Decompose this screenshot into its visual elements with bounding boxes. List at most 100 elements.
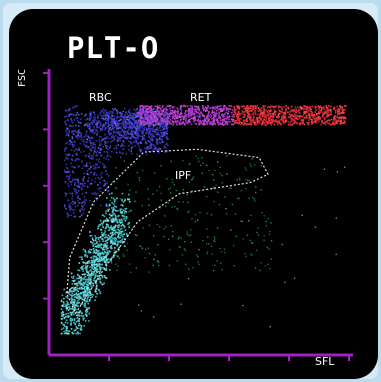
scatter-point — [106, 173, 108, 175]
scatter-point — [132, 134, 134, 136]
scatter-point — [95, 193, 97, 196]
scatter-point — [315, 119, 317, 121]
scatter-point — [330, 105, 332, 108]
scatter-point — [70, 181, 72, 183]
scatter-point — [152, 264, 154, 266]
scatter-point — [317, 112, 319, 115]
scatter-point — [77, 200, 79, 202]
scatter-point — [173, 184, 175, 186]
scatter-point — [206, 120, 208, 123]
scatter-point — [137, 115, 140, 118]
scatter-point — [77, 179, 79, 182]
scatter-point — [176, 107, 178, 109]
scatter-point — [285, 109, 287, 111]
scatter-point — [171, 109, 173, 112]
scatter-point — [75, 178, 78, 181]
scatter-point — [105, 234, 107, 236]
scatter-point — [87, 281, 89, 283]
scatter-point — [88, 152, 91, 155]
scatter-point — [114, 241, 116, 244]
scatter-point — [213, 116, 215, 119]
scatter-point — [120, 145, 122, 148]
scatter-point — [245, 124, 248, 126]
scatter-point — [73, 317, 76, 320]
scatter-point — [259, 113, 262, 116]
scatter-point — [87, 180, 89, 182]
scatter-point — [125, 232, 128, 235]
scatter-point — [79, 295, 82, 298]
scatter-point — [137, 127, 139, 130]
scatter-point — [254, 200, 256, 202]
scatter-point — [300, 108, 303, 110]
scatter-point — [113, 126, 116, 129]
scatter-point — [79, 296, 82, 299]
scatter-point — [96, 268, 99, 271]
scatter-point — [105, 158, 108, 160]
scatter-point — [101, 115, 103, 118]
scatter-point — [154, 148, 156, 150]
scatter-point — [149, 127, 152, 130]
scatter-point — [165, 132, 167, 135]
scatter-point — [72, 130, 75, 133]
scatter-point — [316, 117, 319, 120]
scatter-point — [249, 110, 251, 112]
scatter-point — [270, 118, 272, 121]
scatter-point — [69, 174, 71, 177]
scatter-point — [94, 276, 97, 279]
scatter-point — [160, 138, 163, 141]
scatter-point — [88, 300, 91, 302]
scatter-point — [184, 105, 187, 108]
scatter-point — [252, 113, 255, 116]
scatter-point — [118, 250, 120, 252]
scatter-point — [235, 114, 238, 117]
scatter-point — [93, 279, 95, 282]
scatter-point — [81, 258, 83, 260]
scatter-point — [287, 116, 290, 119]
scatter-point — [200, 112, 203, 114]
scatter-point — [143, 134, 146, 137]
scatter-point — [91, 131, 94, 134]
scatter-point — [82, 138, 85, 141]
scatter-point — [129, 133, 131, 135]
scatter-point — [103, 179, 105, 182]
scatter-point — [325, 121, 327, 124]
scatter-point — [172, 124, 174, 126]
scatter-point — [116, 255, 118, 257]
scatter-point — [333, 107, 336, 110]
scatter-point — [83, 286, 86, 288]
scatter-point — [67, 119, 69, 121]
scatter-point — [106, 251, 108, 254]
scatter-point — [131, 122, 133, 124]
scatter-point — [143, 127, 145, 130]
scatter-point — [67, 110, 70, 112]
scatter-point — [133, 114, 135, 116]
scatter-point — [299, 107, 302, 109]
scatter-point — [81, 140, 84, 143]
scatter-point — [79, 183, 82, 185]
scatter-point — [163, 126, 165, 128]
scatter-point — [280, 110, 283, 113]
scatter-point — [152, 316, 155, 318]
scatter-point — [92, 243, 95, 246]
scatter-point — [98, 166, 100, 169]
scatter-point — [85, 133, 87, 135]
scatter-point — [112, 134, 114, 137]
scatter-point — [108, 128, 111, 130]
scatter-point — [110, 132, 112, 134]
scatter-point — [216, 120, 219, 122]
scatter-point — [292, 109, 295, 111]
scatter-point — [96, 158, 98, 161]
scatter-point — [73, 289, 76, 292]
scatter-point — [249, 122, 252, 124]
scatter-point — [120, 225, 122, 227]
scatter-point — [274, 105, 277, 108]
scatter-point — [87, 308, 89, 310]
scatter-point — [74, 190, 76, 192]
scatter-point — [119, 134, 121, 136]
scatter-point — [75, 325, 78, 328]
scatter-point — [244, 252, 246, 255]
scatter-point — [127, 116, 129, 119]
scatter-point — [164, 145, 166, 147]
scatter-point — [176, 113, 179, 116]
scatter-point — [226, 173, 228, 175]
